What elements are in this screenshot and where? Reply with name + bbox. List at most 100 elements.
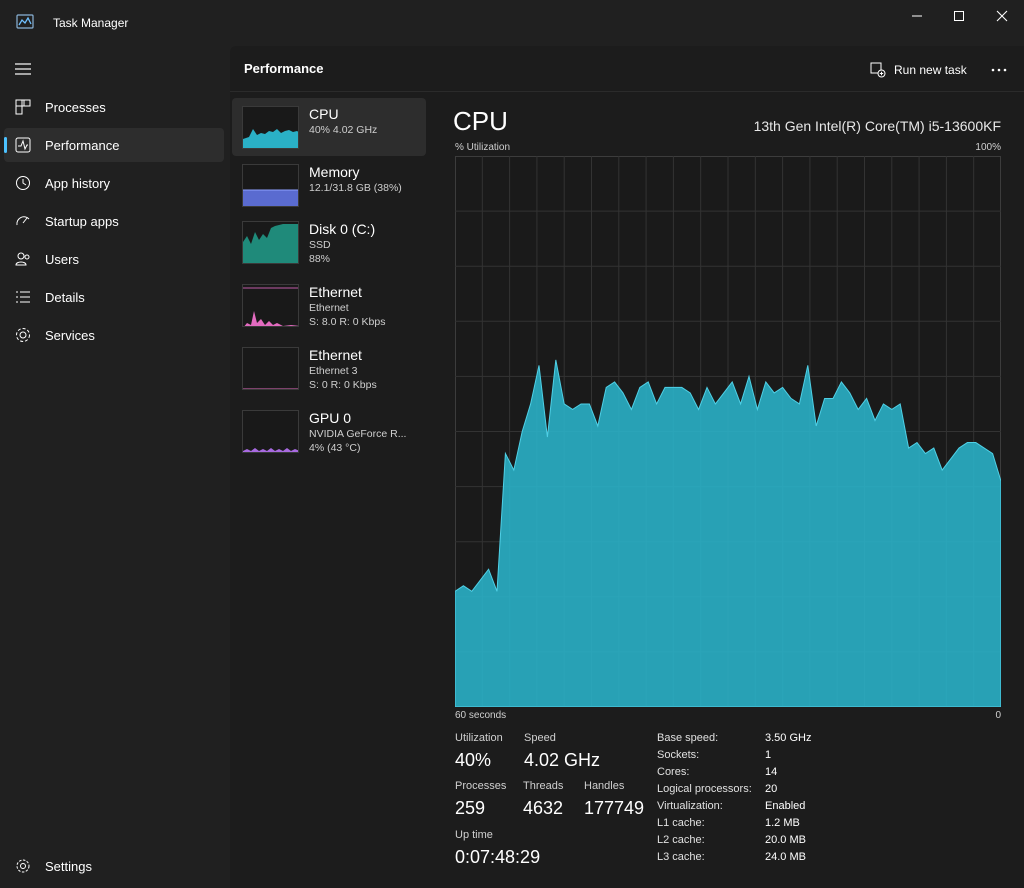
device-ethernet-3[interactable]: Ethernet Ethernet 3 S: 0 R: 0 Kbps xyxy=(232,339,426,397)
device-name: Ethernet xyxy=(309,284,362,300)
device-name: GPU 0 xyxy=(309,410,352,426)
y-axis-label: % Utilization xyxy=(455,142,511,153)
ethernet-thumbnail xyxy=(242,284,299,327)
y-axis-max: 100% xyxy=(975,142,1001,153)
sidebar-item-label: App history xyxy=(45,176,111,191)
run-new-task-icon xyxy=(870,62,886,78)
threads-value: 4632 xyxy=(523,798,564,818)
sidebar-item-label: Users xyxy=(45,252,79,267)
sidebar-item-label: Performance xyxy=(45,138,120,153)
spec-label: Base speed: xyxy=(657,732,719,744)
disk-thumbnail xyxy=(242,221,299,264)
sidebar-item-users[interactable]: Users xyxy=(4,242,224,276)
cpu-title: CPU xyxy=(453,106,508,136)
page-header: Performance Run new task xyxy=(230,46,1024,92)
details-icon xyxy=(16,291,30,303)
x-axis-start: 60 seconds xyxy=(455,710,507,721)
maximize-icon xyxy=(954,11,964,21)
spec-value: 20 xyxy=(765,783,778,795)
sidebar-item-performance[interactable]: Performance xyxy=(4,128,224,162)
cpu-utilization-area xyxy=(455,359,1001,707)
window-title: Task Manager xyxy=(53,16,129,30)
spec-value: 3.50 GHz xyxy=(765,732,812,744)
spec-label: L2 cache: xyxy=(657,834,705,846)
device-memory[interactable]: Memory 12.1/31.8 GB (38%) xyxy=(232,156,426,214)
device-ethernet[interactable]: Ethernet Ethernet S: 8.0 R: 0 Kbps xyxy=(232,276,426,334)
spec-label: Sockets: xyxy=(657,749,700,761)
device-detail: NVIDIA GeForce R... xyxy=(309,428,407,440)
spec-label: Virtualization: xyxy=(657,800,723,812)
handles-label: Handles xyxy=(584,780,625,792)
device-gpu-0[interactable]: GPU 0 NVIDIA GeForce R... 4% (43 °C) xyxy=(232,402,426,460)
close-button[interactable] xyxy=(988,6,1016,26)
threads-label: Threads xyxy=(523,780,564,792)
sidebar-item-label: Services xyxy=(45,328,95,343)
device-cpu[interactable]: CPU 40% 4.02 GHz xyxy=(232,98,426,156)
sidebar-item-settings[interactable]: Settings xyxy=(4,849,224,883)
users-icon xyxy=(15,252,30,266)
x-axis-end: 0 xyxy=(995,710,1001,721)
device-name: Memory xyxy=(309,164,360,180)
main-panel: Performance Run new task CPU 40% 4.02 GH… xyxy=(230,46,1024,888)
device-detail: 40% 4.02 GHz xyxy=(309,124,378,136)
run-new-task-button[interactable]: Run new task xyxy=(870,60,967,80)
more-options-icon xyxy=(991,68,1007,72)
spec-label: Logical processors: xyxy=(657,783,752,795)
sidebar-item-services[interactable]: Services xyxy=(4,318,224,352)
spec-value: 14 xyxy=(765,766,778,778)
utilization-value: 40% xyxy=(455,750,492,770)
device-detail: S: 8.0 R: 0 Kbps xyxy=(309,316,386,328)
spec-value: 1 xyxy=(765,749,772,761)
gpu-thumbnail xyxy=(242,410,299,453)
processes-value: 259 xyxy=(455,798,486,818)
processes-icon xyxy=(15,99,31,115)
device-detail: 88% xyxy=(309,253,331,265)
performance-icon xyxy=(15,137,31,153)
device-detail: S: 0 R: 0 Kbps xyxy=(309,379,377,391)
device-detail: Ethernet xyxy=(309,302,349,314)
device-detail: SSD xyxy=(309,239,331,251)
sidebar-item-details[interactable]: Details xyxy=(4,280,224,314)
sidebar-item-label: Processes xyxy=(45,100,106,115)
processes-label: Processes xyxy=(455,780,507,792)
settings-icon xyxy=(16,859,30,873)
device-detail: 4% (43 °C) xyxy=(309,442,361,454)
sidebar-item-label: Startup apps xyxy=(45,214,119,229)
run-new-task-label: Run new task xyxy=(894,63,967,77)
cpu-utilization-chart xyxy=(455,156,1001,707)
sidebar-item-label: Settings xyxy=(45,859,92,874)
close-icon xyxy=(996,10,1008,22)
sidebar-item-startup-apps[interactable]: Startup apps xyxy=(4,204,224,238)
speed-value: 4.02 GHz xyxy=(524,750,601,770)
minimize-icon xyxy=(912,15,922,17)
device-name: Ethernet xyxy=(309,347,362,363)
device-disk-0[interactable]: Disk 0 (C:) SSD 88% xyxy=(232,213,426,271)
device-detail: Ethernet 3 xyxy=(309,365,358,377)
cpu-model: 13th Gen Intel(R) Core(TM) i5-13600KF xyxy=(753,118,1001,134)
handles-value: 177749 xyxy=(584,798,645,818)
spec-label: L3 cache: xyxy=(657,851,705,863)
utilization-label: Utilization xyxy=(455,732,503,744)
sidebar-item-label: Details xyxy=(45,290,85,305)
sidebar-item-processes[interactable]: Processes xyxy=(4,90,224,124)
spec-label: Cores: xyxy=(657,766,690,778)
spec-value: 24.0 MB xyxy=(765,851,806,863)
spec-value: 20.0 MB xyxy=(765,834,806,846)
maximize-button[interactable] xyxy=(945,6,973,26)
speed-label: Speed xyxy=(524,732,556,744)
spec-value: 1.2 MB xyxy=(765,817,800,829)
startup-apps-icon xyxy=(16,216,30,226)
spec-value: Enabled xyxy=(765,800,806,812)
ethernet-3-thumbnail xyxy=(242,347,299,390)
minimize-button[interactable] xyxy=(903,6,931,26)
device-name: Disk 0 (C:) xyxy=(309,221,376,237)
sidebar-item-app-history[interactable]: App history xyxy=(4,166,224,200)
page-title: Performance xyxy=(244,61,324,76)
device-name: CPU xyxy=(309,106,339,122)
uptime-label: Up time xyxy=(455,829,493,841)
spec-label: L1 cache: xyxy=(657,817,705,829)
hamburger-menu-icon[interactable] xyxy=(14,62,32,76)
more-options-button[interactable] xyxy=(990,60,1008,80)
task-manager-icon xyxy=(16,14,34,29)
title-bar: Task Manager xyxy=(0,0,1024,46)
